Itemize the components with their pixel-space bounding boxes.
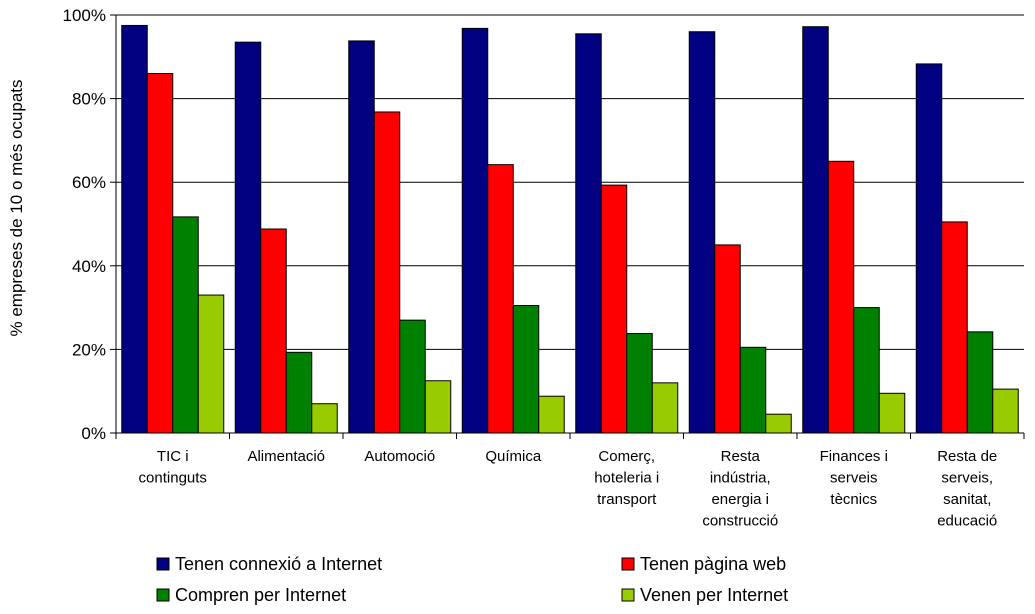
legend: Tenen connexió a Internet Tenen pàgina we… — [156, 554, 788, 605]
bar — [878, 392, 906, 434]
x-category-label-line: construcció — [702, 513, 778, 530]
bar — [373, 111, 401, 434]
bar — [992, 388, 1019, 434]
legend-swatch — [156, 588, 170, 602]
y-tick-label: 80% — [72, 90, 106, 109]
bar — [941, 221, 968, 434]
legend-label: Venen per Internet — [640, 585, 788, 605]
legend-label: Tenen connexió a Internet — [175, 554, 382, 574]
bar — [853, 307, 880, 434]
x-category-label-line: TIC i — [157, 448, 189, 465]
y-tick-label: 100% — [63, 6, 106, 25]
legend-label: Tenen pàgina web — [640, 554, 786, 574]
legend-swatch — [621, 588, 635, 602]
x-category-label: TIC i continguts — [139, 448, 207, 487]
x-category-label-line: tècnics — [830, 491, 877, 508]
bar — [197, 294, 225, 434]
x-category-label-line: transport — [597, 491, 657, 508]
x-category-label-line: sanitat, — [943, 491, 991, 508]
x-category-label-line: Finances i — [820, 448, 888, 465]
bar — [714, 244, 741, 434]
x-category-label: Comerç, hoteleria i transport — [594, 448, 659, 508]
legend-swatch — [156, 557, 170, 571]
bar — [688, 31, 716, 434]
y-tick-label: 0% — [81, 424, 106, 443]
legend-label: Compren per Internet — [175, 585, 346, 605]
bar — [538, 395, 565, 434]
x-category-label-line: continguts — [139, 470, 207, 487]
y-tick-label: 60% — [72, 173, 106, 192]
x-category-label-line: hoteleria i — [594, 470, 659, 487]
bar — [121, 24, 148, 434]
bar — [461, 27, 489, 434]
bars — [121, 24, 1019, 434]
bar — [146, 73, 174, 434]
x-axis-categories: TIC i continguts Alimentació Automoció Quími… — [139, 448, 998, 530]
x-category-label-line: Automoció — [364, 448, 435, 465]
bar — [802, 26, 829, 434]
x-category-label-line: Comerç, — [598, 448, 655, 465]
bar — [739, 346, 767, 434]
x-category-label-line: Resta — [721, 448, 761, 465]
bar — [285, 351, 313, 434]
y-tick-label: 40% — [72, 257, 106, 276]
x-category-label-line: Alimentació — [247, 448, 325, 465]
bar — [311, 403, 338, 434]
bar — [172, 216, 199, 434]
y-axis-ticks: 0% 20% 40% 60% 80% 100% — [63, 6, 116, 443]
bar — [512, 305, 540, 434]
bar — [424, 380, 452, 434]
x-category-label: Resta de serveis, sanitat, educació — [937, 448, 997, 530]
bar — [915, 63, 943, 434]
bar — [827, 160, 855, 434]
bar — [600, 184, 628, 434]
x-category-label-line: Resta de — [937, 448, 997, 465]
bar — [399, 319, 426, 434]
bar — [487, 164, 514, 434]
axes — [115, 15, 1025, 439]
x-category-label-line: energia i — [711, 491, 769, 508]
bar — [765, 413, 792, 434]
x-category-label-line: educació — [937, 513, 997, 530]
x-category-label: Alimentació — [247, 448, 325, 465]
bar — [575, 33, 602, 434]
bar — [260, 228, 287, 434]
x-category-label-line: serveis, — [941, 470, 993, 487]
legend-swatch — [621, 557, 635, 571]
bar — [966, 331, 994, 434]
bar — [651, 382, 679, 434]
x-category-label: Resta indústria, energia i construcció — [702, 448, 778, 530]
bar — [626, 333, 653, 434]
y-axis-label: % empreses de 10 o més ocupats — [7, 79, 26, 336]
x-category-label-line: Química — [485, 448, 542, 465]
y-tick-label: 20% — [72, 340, 106, 359]
bar — [348, 40, 375, 434]
x-category-label-line: indústria, — [710, 470, 771, 487]
x-category-label: Finances i serveis tècnics — [820, 448, 888, 508]
x-category-label: Química — [485, 448, 542, 465]
bar — [234, 41, 262, 434]
x-category-label-line: serveis — [830, 470, 878, 487]
x-category-label: Automoció — [364, 448, 435, 465]
